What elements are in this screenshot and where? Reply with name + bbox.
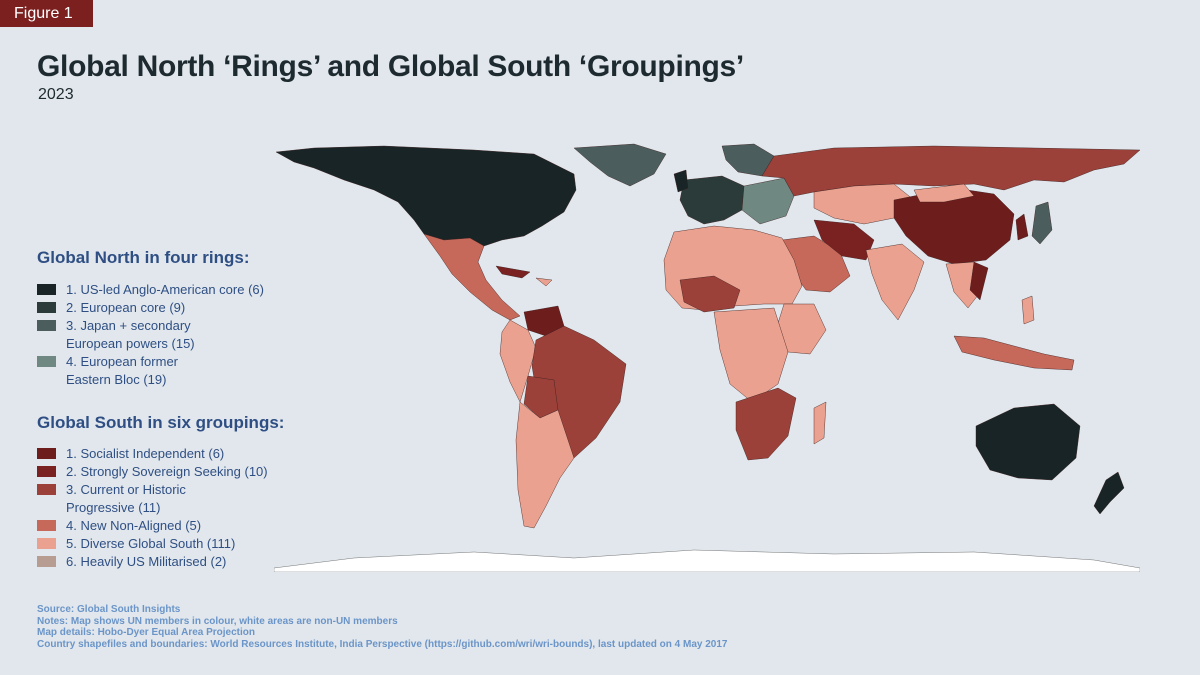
- legend-item: 6. Heavily US Militarised (2): [37, 553, 268, 571]
- footnotes: Source: Global South Insights Notes: Map …: [37, 604, 727, 650]
- region-cuba: [495, 265, 531, 279]
- region-iran: [813, 219, 875, 261]
- legend-label: 6. Heavily US Militarised (2): [66, 554, 227, 569]
- legend-swatch: [37, 284, 56, 295]
- map-title: Global North ‘Rings’ and Global South ‘G…: [37, 50, 744, 83]
- legend-item: 3. Japan + secondary European powers (15…: [37, 317, 264, 353]
- legend-south-list: 1. Socialist Independent (6) 2. Strongly …: [37, 445, 268, 571]
- legend-item: 1. Socialist Independent (6): [37, 445, 268, 463]
- legend-swatch: [37, 484, 56, 495]
- footnote-line: Map details: Hobo-Dyer Equal Area Projec…: [37, 627, 256, 638]
- region-antarctica: [274, 549, 1140, 572]
- footnote-line: Country shapefiles and boundaries: World…: [37, 638, 728, 650]
- figure-tag: Figure 1: [0, 0, 93, 27]
- region-russia: [761, 145, 1140, 197]
- world-map: [274, 143, 1140, 572]
- legend-item: 3. Current or Historic Progressive (11): [37, 481, 268, 517]
- legend-south-heading: Global South in six groupings:: [37, 413, 285, 432]
- legend-item: 5. Diverse Global South (111): [37, 535, 268, 553]
- legend-swatch: [37, 320, 56, 331]
- legend-item: 1. US-led Anglo-American core (6): [37, 281, 264, 299]
- legend-item: 2. European core (9): [37, 299, 264, 317]
- legend-item: 4. European former Eastern Bloc (19): [37, 353, 264, 389]
- region-southern-africa: [735, 387, 797, 461]
- region-southern-cone: [515, 401, 575, 529]
- region-philippines: [1021, 295, 1035, 325]
- legend-north-list: 1. US-led Anglo-American core (6) 2. Euro…: [37, 281, 264, 389]
- legend-swatch: [37, 466, 56, 477]
- region-australia: [975, 403, 1081, 481]
- legend-swatch: [37, 302, 56, 313]
- region-india: [865, 243, 925, 321]
- legend-label: 4. New Non-Aligned (5): [66, 518, 202, 533]
- legend-swatch: [37, 556, 56, 567]
- region-china: [893, 187, 1015, 265]
- legend-label: 3. Japan + secondary European powers (15…: [66, 318, 195, 351]
- region-korea: [1015, 213, 1029, 241]
- legend-swatch: [37, 538, 56, 549]
- footnote-line: Source: Global South Insights: [37, 604, 181, 615]
- region-caribbean: [535, 277, 553, 287]
- legend-swatch: [37, 356, 56, 367]
- footnote-line: Notes: Map shows UN members in colour, w…: [37, 615, 398, 627]
- legend-north-heading: Global North in four rings:: [37, 248, 250, 267]
- legend-item: 4. New Non-Aligned (5): [37, 517, 268, 535]
- region-indonesia: [953, 335, 1075, 371]
- region-new-zealand: [1093, 471, 1125, 515]
- legend-label: 1. Socialist Independent (6): [66, 446, 225, 461]
- region-sahel-west: [679, 275, 741, 313]
- legend-label: 2. European core (9): [66, 300, 186, 315]
- region-madagascar: [813, 401, 827, 445]
- region-vietnam: [969, 261, 989, 301]
- legend-swatch: [37, 520, 56, 531]
- region-europe-west: [679, 175, 745, 225]
- region-mongolia: [913, 183, 975, 203]
- region-north-america: [275, 145, 577, 247]
- region-mexico-central: [423, 233, 521, 321]
- region-eastern-europe: [741, 177, 795, 225]
- map-subtitle: 2023: [38, 86, 74, 103]
- legend-label: 3. Current or Historic Progressive (11): [66, 482, 186, 515]
- legend-label: 5. Diverse Global South (111): [66, 536, 236, 551]
- region-japan: [1031, 201, 1053, 245]
- legend-label: 4. European former Eastern Bloc (19): [66, 354, 179, 387]
- legend-label: 1. US-led Anglo-American core (6): [66, 282, 264, 297]
- region-greenland: [573, 143, 667, 187]
- legend-swatch: [37, 448, 56, 459]
- legend-item: 2. Strongly Sovereign Seeking (10): [37, 463, 268, 481]
- region-central-africa: [713, 307, 789, 403]
- legend-label: 2. Strongly Sovereign Seeking (10): [66, 464, 268, 479]
- region-uk: [673, 169, 689, 193]
